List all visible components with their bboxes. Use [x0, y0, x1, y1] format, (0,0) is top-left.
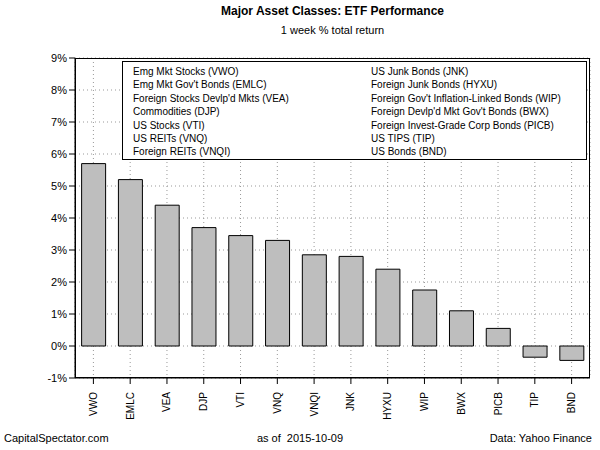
html-text:Major Asset Classes: ETF Perfo: Major Asset Classes: ETF Performance	[221, 4, 444, 18]
svg-text:2%: 2%	[51, 276, 67, 288]
svg-text:-1%: -1%	[47, 372, 67, 384]
svg-text:BWX: BWX	[456, 392, 467, 415]
html-text:Foreign Junk Bonds (HYXU): Foreign Junk Bonds (HYXU)	[371, 79, 498, 91]
html-text:Emg Mkt Stocks (VWO): Emg Mkt Stocks (VWO)	[133, 66, 239, 77]
svg-text:HYXU: HYXU	[382, 392, 393, 420]
svg-text:BND: BND	[566, 392, 577, 413]
svg-text:VTI: VTI	[235, 392, 246, 408]
svg-text:TIP: TIP	[529, 392, 540, 408]
svg-text:3%: 3%	[51, 244, 67, 256]
svg-text:VWO: VWO	[88, 392, 99, 416]
html-text:Emg Mkt Gov't Bonds (EMLC): Emg Mkt Gov't Bonds (EMLC)	[133, 79, 267, 91]
svg-text:4%: 4%	[51, 212, 67, 224]
html-text:Foreign Devlp'd Mkt Gov't Bond: Foreign Devlp'd Mkt Gov't Bonds (BWX)	[371, 106, 549, 118]
html-text:as of 2015-10-09: as of 2015-10-09	[256, 432, 344, 444]
html-text:US Stocks (VTI): US Stocks (VTI)	[133, 119, 205, 131]
html-text:Foreign Invest-Grade Corp Bond: Foreign Invest-Grade Corp Bonds (PICB)	[371, 119, 554, 131]
html-text:US Bonds (BND): US Bonds (BND)	[371, 146, 447, 158]
svg-text:WIP: WIP	[419, 392, 430, 411]
svg-text:VNQ: VNQ	[272, 392, 283, 414]
svg-text:PICB: PICB	[493, 392, 504, 416]
svg-text:VNQI: VNQI	[309, 392, 320, 416]
html-text:US REITs (VNQ): US REITs (VNQ)	[133, 133, 208, 144]
html-text:Data: Yahoo Finance: Data: Yahoo Finance	[489, 432, 592, 444]
html-text:Foreign Gov't Inflation-Linked: Foreign Gov't Inflation-Linked Bonds (WI…	[371, 92, 561, 104]
svg-text:1%: 1%	[51, 308, 67, 320]
html-text:US TIPS (TIP): US TIPS (TIP)	[371, 133, 435, 144]
svg-text:5%: 5%	[51, 180, 67, 192]
html-text:Foreign Stocks Devlp'd Mkts (V: Foreign Stocks Devlp'd Mkts (VEA)	[133, 92, 289, 104]
svg-text:8%: 8%	[51, 84, 67, 96]
svg-text:JNK: JNK	[345, 392, 356, 411]
html-text:Commodities (DJP): Commodities (DJP)	[133, 106, 220, 118]
svg-text:0%: 0%	[51, 340, 67, 352]
svg-text:6%: 6%	[51, 148, 67, 160]
svg-text:9%: 9%	[51, 52, 67, 64]
html-text:CapitalSpectator.com: CapitalSpectator.com	[4, 432, 109, 444]
html-text:1 week % total return: 1 week % total return	[280, 24, 385, 36]
svg-text:7%: 7%	[51, 116, 67, 128]
html-text:Foreign REITs (VNQI): Foreign REITs (VNQI)	[133, 146, 231, 158]
svg-text:EMLC: EMLC	[125, 392, 136, 420]
html-text:US Junk Bonds (JNK): US Junk Bonds (JNK)	[371, 66, 469, 77]
svg-text:DJP: DJP	[198, 392, 209, 411]
svg-text:VEA: VEA	[161, 392, 172, 412]
